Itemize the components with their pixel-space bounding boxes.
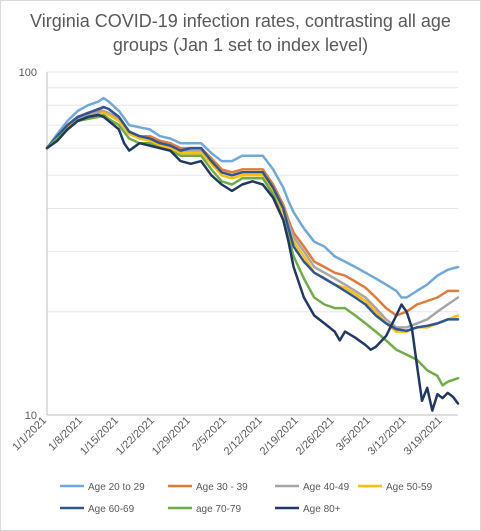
series-line-4 bbox=[45, 111, 460, 333]
legend-label: age 70-79 bbox=[196, 504, 241, 515]
x-tick-label: 1/29/2021 bbox=[150, 415, 193, 458]
y-tick-label: 10 bbox=[25, 410, 37, 422]
series-line-7 bbox=[45, 113, 460, 412]
series-line-6 bbox=[45, 113, 460, 387]
x-tick-label: 3/19/2021 bbox=[402, 415, 445, 458]
series-line-3 bbox=[45, 109, 460, 329]
y-tick-label: 100 bbox=[19, 67, 37, 79]
legend-label: Age 20 to 29 bbox=[88, 482, 145, 493]
legend-label: Age 30 - 39 bbox=[196, 482, 248, 493]
x-tick-label: 2/26/2021 bbox=[294, 415, 337, 458]
legend-label: Age 50-59 bbox=[386, 482, 433, 493]
series-line-1 bbox=[45, 96, 460, 299]
series-line-5 bbox=[45, 105, 460, 333]
series-line-2 bbox=[45, 105, 460, 317]
legend: Age 20 to 29 Age 30 - 39 Age 40-49 Age 50-5… bbox=[60, 482, 433, 515]
legend-label: Age 40-49 bbox=[303, 482, 350, 493]
legend-label: Age 80+ bbox=[303, 504, 341, 515]
series-lines bbox=[45, 96, 460, 412]
legend-label: Age 60-69 bbox=[88, 504, 135, 515]
gridlines bbox=[47, 71, 458, 416]
chart-title: Virginia COVID-19 infection rates, contr… bbox=[30, 11, 451, 55]
